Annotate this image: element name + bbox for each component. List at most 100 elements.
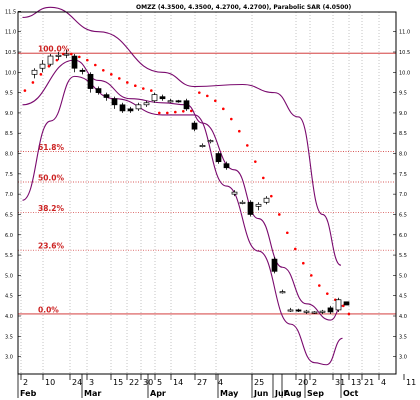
candle-body xyxy=(215,153,222,163)
candle-body xyxy=(31,69,38,75)
y-tick-right-label: 3.5 xyxy=(399,334,407,340)
vertical-gridlines xyxy=(20,12,380,374)
y-tick-left-label: 8.5 xyxy=(5,131,13,137)
candle-body xyxy=(303,310,310,313)
candle-body xyxy=(151,94,158,102)
sar-dot xyxy=(278,213,281,216)
candle-body xyxy=(103,94,110,98)
y-axis-right: 11.0 10.5 10.0 9.5 9.0 8.5 8.0 7.5 7.0 6.5 6.0 5.5 5… xyxy=(393,30,410,361)
x-tick-label: 5 xyxy=(157,378,162,387)
y-tick-right-label: 9.5 xyxy=(399,91,407,97)
sar-dot xyxy=(222,107,225,111)
candle-body xyxy=(279,291,286,294)
sar-dot xyxy=(86,58,89,62)
x-tick-label: 24 xyxy=(72,378,82,387)
candle xyxy=(247,200,254,217)
y-tick-left-label: 11.5 xyxy=(5,9,16,15)
x-tick-label: 11 xyxy=(406,378,416,387)
candle-body xyxy=(335,299,342,311)
candle xyxy=(199,143,206,148)
y-tick-left-label: 7.5 xyxy=(5,172,13,178)
candle-body xyxy=(71,55,78,69)
candle xyxy=(175,99,182,103)
candle-body xyxy=(319,310,326,313)
x-tick-label: 3 xyxy=(89,378,94,387)
y-tick-left-label: 7.0 xyxy=(5,192,13,198)
candle-body xyxy=(239,201,246,204)
candle xyxy=(327,305,334,314)
y-tick-left-label: 6.5 xyxy=(5,212,13,218)
candle-body xyxy=(183,100,190,110)
y-tick-right-label: 7.5 xyxy=(399,172,407,178)
sar-dot xyxy=(78,55,81,59)
candle-body xyxy=(191,122,198,130)
sar-dot xyxy=(254,160,257,163)
y-tick-right-label: 3.0 xyxy=(399,355,407,361)
chart-title: OMZZ (4.3500, 4.3500, 4.2700, 4.2700), P… xyxy=(136,4,351,11)
x-tick-label: 2 xyxy=(23,378,28,387)
sar-dot xyxy=(134,84,137,88)
month-label: Aug xyxy=(284,389,302,398)
y-tick-right-label: 11.0 xyxy=(399,30,410,36)
y-tick-right-label: 8.5 xyxy=(399,131,407,137)
sar-dot xyxy=(246,144,249,147)
y-tick-right-label: 7.0 xyxy=(399,192,407,198)
candle-body xyxy=(111,98,118,106)
candle xyxy=(167,98,174,103)
candle-body xyxy=(287,309,294,312)
candle xyxy=(191,121,198,132)
x-tick-label: 14 xyxy=(173,378,183,387)
y-tick-left-label: 4.5 xyxy=(5,294,13,300)
candle xyxy=(119,102,126,113)
sar-dot xyxy=(70,52,73,56)
candle-body xyxy=(127,108,134,112)
candle xyxy=(319,309,326,314)
candle xyxy=(111,96,118,109)
candle-body xyxy=(343,301,350,306)
candle-body xyxy=(207,140,214,143)
sar-dot xyxy=(142,87,145,90)
candle xyxy=(311,311,318,314)
sar-dot xyxy=(158,111,161,115)
candle-body xyxy=(55,54,62,57)
sar-dot xyxy=(318,284,321,287)
candle xyxy=(135,102,142,111)
sar-dot xyxy=(294,247,297,251)
candle xyxy=(343,301,350,306)
month-label: Mar xyxy=(84,389,101,398)
upper-band-line xyxy=(22,6,342,266)
month-label: Sep xyxy=(307,389,324,398)
middle-band-line xyxy=(22,59,343,321)
candle-body xyxy=(223,163,230,169)
candle-body xyxy=(247,201,254,215)
candle xyxy=(39,60,46,73)
x-tick-label: 10 xyxy=(45,378,55,387)
x-tick-label: 22 xyxy=(129,378,139,387)
x-tick-label: 4 xyxy=(218,378,223,387)
fib-level-label: 38.2% xyxy=(38,204,65,213)
sar-dot xyxy=(206,94,209,98)
y-tick-left-label: 11.0 xyxy=(5,30,16,36)
y-tick-right-label: 6.0 xyxy=(399,233,407,239)
sar-dot xyxy=(23,89,27,92)
sar-dot xyxy=(310,274,313,277)
fib-level-label: 50.0% xyxy=(38,173,65,182)
y-tick-right-label: 4.5 xyxy=(399,294,407,300)
candle xyxy=(303,309,310,314)
candle xyxy=(239,200,246,205)
bollinger-bands xyxy=(22,6,343,366)
parabolic-sar xyxy=(23,52,351,316)
candle-body xyxy=(47,55,54,65)
candle-body xyxy=(95,88,102,93)
lower-band-line xyxy=(22,75,343,366)
sar-dot xyxy=(326,292,329,295)
sar-dot xyxy=(198,91,201,94)
candle xyxy=(151,92,158,103)
candle-body xyxy=(119,104,126,112)
x-tick-label: 31 xyxy=(335,378,345,387)
candle xyxy=(79,68,86,75)
candle xyxy=(31,68,38,79)
month-label: Oct xyxy=(343,389,359,398)
candle-body xyxy=(231,191,238,195)
